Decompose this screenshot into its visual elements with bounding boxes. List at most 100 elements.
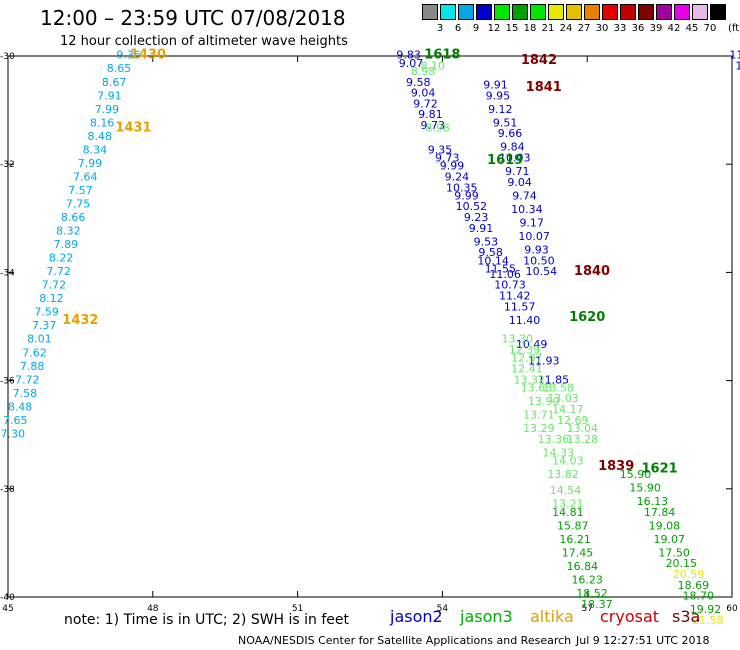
swh-value: 13.30 (501, 333, 533, 346)
pass-time-label: 1841 (526, 80, 562, 95)
swh-value: 7.91 (97, 89, 122, 102)
swh-value: 13.82 (547, 468, 579, 481)
swh-value: 18.70 (682, 590, 714, 603)
legend-label: 45 (685, 23, 699, 34)
y-tick-label: -30 (0, 52, 15, 62)
swh-value: 11.57 (504, 300, 536, 313)
swh-value: 8.10 (420, 60, 445, 73)
timestamp: Jul 9 12:27:51 UTC 2018 (576, 634, 710, 647)
swh-value: 8.66 (61, 211, 86, 224)
swh-value: 18.69 (678, 579, 710, 592)
swh-value: 13.03 (547, 392, 579, 405)
map-frame (7, 55, 733, 598)
legend-label: 42 (667, 23, 681, 34)
swh-value: 11.93 (528, 354, 560, 367)
x-tick-label: 45 (2, 604, 13, 614)
x-tick-label: 57 (581, 604, 592, 614)
swh-value: 13.28 (567, 433, 599, 446)
pass-time-label: 1842 (521, 53, 557, 68)
swh-value: 12.39 (509, 344, 541, 357)
legend-swatch (638, 4, 654, 20)
satellite-name-cryosat: cryosat (600, 607, 660, 626)
swh-value: 11.55 (485, 262, 517, 275)
swh-value: 8.22 (49, 252, 74, 265)
swh-value: 8.16 (90, 116, 115, 129)
swh-value: 14.33 (542, 446, 574, 459)
legend-unit: (ft) (728, 23, 740, 34)
swh-value: 9.66 (498, 127, 523, 140)
swh-value: 10.54 (526, 265, 558, 278)
swh-value: 11.9 (729, 49, 740, 62)
pass-time-label: 1432 (62, 313, 98, 328)
swh-value: 7.75 (66, 197, 91, 210)
pass-time-label: 1431 (115, 121, 151, 136)
legend-swatch (458, 4, 474, 20)
legend-swatch (602, 4, 618, 20)
swh-value: 13.90 (528, 395, 560, 408)
pass-time-label: 1840 (574, 264, 610, 279)
legend-label: 3 (436, 23, 444, 34)
swh-value: 8.01 (27, 333, 52, 346)
swh-value: 7.99 (95, 103, 120, 116)
swh-value: 11.06 (489, 268, 521, 281)
swh-value: 7.72 (15, 373, 40, 386)
legend-swatch (548, 4, 564, 20)
swh-value: 18.37 (581, 598, 613, 611)
swh-value: 9.17 (519, 216, 544, 229)
y-tick-label: -40 (0, 593, 15, 603)
legend-label: 6 (454, 23, 462, 34)
swh-value: 9.58 (478, 246, 503, 259)
swh-value: 20.15 (666, 557, 698, 570)
swh-value: 16.21 (559, 533, 591, 546)
y-tick-label: -34 (0, 268, 15, 278)
swh-value: 9.72 (413, 97, 438, 110)
swh-value: 7.57 (68, 184, 93, 197)
swh-value: 19.08 (649, 519, 681, 532)
swh-value: 9.74 (512, 189, 537, 202)
swh-value: 7.99 (78, 157, 103, 170)
swh-value: 7.72 (46, 265, 71, 278)
legend-swatch (692, 4, 708, 20)
swh-value: 9.04 (411, 87, 436, 100)
pass-time-label: 1619 (487, 153, 523, 168)
swh-value: 9.99 (454, 189, 479, 202)
swh-value: 8.98 (425, 122, 450, 135)
swh-value: 8.67 (102, 76, 127, 89)
swh-value: 10.73 (494, 279, 526, 292)
swh-value: 9.84 (500, 141, 525, 154)
page-subtitle: 12 hour collection of altimeter wave hei… (60, 34, 348, 49)
swh-value: 14.81 (552, 506, 584, 519)
legend-swatch (620, 4, 636, 20)
satellite-name-jason3: jason3 (460, 607, 513, 626)
swh-value: 9.51 (493, 116, 518, 129)
swh-value: 8.48 (8, 400, 33, 413)
swh-value: 9.73 (435, 151, 460, 164)
credit-text: NOAA/NESDIS Center for Satellite Applica… (238, 634, 572, 647)
swh-value: 7.37 (32, 319, 57, 332)
swh-value: 7.59 (34, 306, 59, 319)
swh-value: 8.34 (83, 143, 108, 156)
legend-swatch (656, 4, 672, 20)
swh-value: 17.84 (644, 506, 676, 519)
swh-value: 7.72 (42, 279, 67, 292)
swh-value: 17.50 (658, 546, 690, 559)
swh-value: 19.92 (690, 603, 722, 616)
legend-label: 70 (703, 23, 717, 34)
swh-value: 14.54 (550, 484, 582, 497)
legend-swatch (674, 4, 690, 20)
swh-value: 9.35 (428, 143, 453, 156)
swh-value: 9.12 (488, 103, 513, 116)
swh-value: 9.58 (406, 76, 431, 89)
legend-label: 18 (523, 23, 537, 34)
swh-value: 14.17 (552, 403, 584, 416)
swh-value: 19.07 (654, 533, 686, 546)
swh-value: 8.12 (39, 292, 64, 305)
satellite-name-s3a: s3a (672, 607, 701, 626)
swh-value: 9.23 (464, 211, 489, 224)
legend-swatch (512, 4, 528, 20)
page-title: 12:00 – 23:59 UTC 07/08/2018 (40, 6, 346, 30)
satellite-name-altika: altika (530, 607, 574, 626)
swh-value: 9.83 (396, 49, 421, 62)
swh-value: 16.13 (637, 495, 669, 508)
